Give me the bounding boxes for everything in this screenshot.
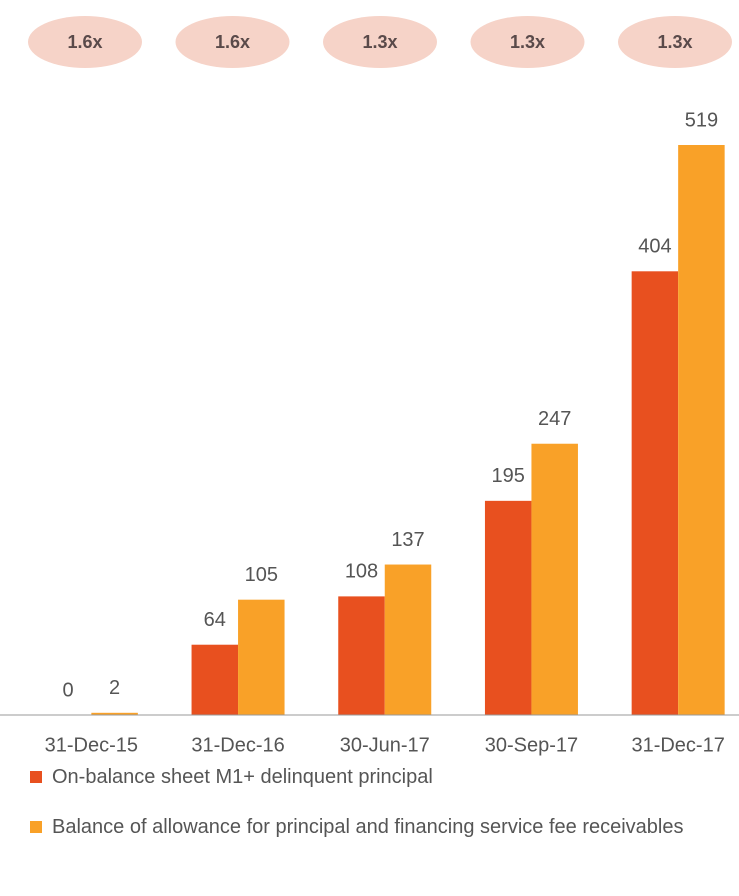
bar (484, 500, 532, 715)
x-tick-label: 30-Sep-17 (485, 734, 578, 756)
x-tick-label: 30-Jun-17 (340, 734, 430, 756)
legend-label: Balance of allowance for principal and f… (52, 816, 684, 838)
bar (91, 712, 138, 715)
value-label: 195 (492, 465, 525, 487)
ratio-badge (618, 16, 732, 68)
value-label: 137 (391, 529, 424, 551)
ratio-badge (175, 16, 290, 68)
bar (238, 599, 285, 715)
ratio-badge (28, 16, 142, 68)
x-tick-label: 31-Dec-15 (45, 734, 138, 756)
ratio-label: 1.3x (510, 32, 545, 52)
legend-swatch (30, 821, 42, 833)
ratio-label: 1.6x (67, 32, 102, 52)
legend-swatch (30, 771, 42, 783)
value-label: 108 (345, 561, 378, 583)
value-label: 64 (204, 609, 226, 631)
legend-label: On-balance sheet M1+ delinquent principa… (52, 766, 433, 788)
ratio-badge (470, 16, 585, 68)
value-label: 0 (63, 679, 74, 701)
ratio-label: 1.6x (215, 32, 250, 52)
chart: 1.6x 1.6x 1.3x 1.3x 1.3x 0 2 31-Dec-15 64 105 31-D… (0, 16, 739, 756)
bar (384, 564, 432, 715)
bar (338, 596, 385, 715)
ratio-label: 1.3x (362, 32, 397, 52)
value-label: 2 (109, 677, 120, 699)
bar (631, 271, 679, 715)
legend-item: Balance of allowance for principal and f… (30, 815, 739, 839)
x-tick-label: 31-Dec-16 (191, 734, 284, 756)
bar (678, 145, 725, 715)
legend-item: On-balance sheet M1+ delinquent principa… (30, 765, 739, 789)
bar (531, 443, 578, 715)
x-tick-label: 31-Dec-17 (631, 734, 724, 756)
value-label: 404 (638, 236, 671, 258)
ratio-badge (323, 16, 437, 68)
bar (191, 644, 239, 715)
value-label: 247 (538, 408, 571, 430)
value-label: 519 (685, 109, 718, 131)
ratio-label: 1.3x (657, 32, 692, 52)
value-label: 105 (245, 564, 278, 586)
